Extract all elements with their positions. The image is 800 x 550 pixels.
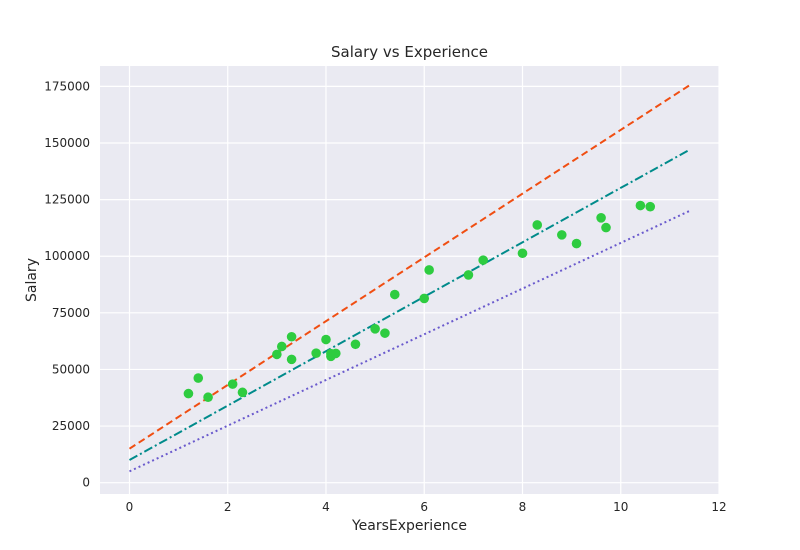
data-point bbox=[389, 289, 400, 300]
data-point bbox=[463, 270, 474, 280]
x-tick-label: 4 bbox=[322, 500, 330, 514]
data-point bbox=[350, 339, 361, 350]
data-point bbox=[183, 388, 194, 399]
data-point bbox=[237, 387, 248, 398]
data-point bbox=[645, 201, 656, 212]
x-axis-label: YearsExperience bbox=[351, 518, 467, 534]
x-tick-label: 10 bbox=[613, 500, 628, 514]
x-tick-labels: 0 2 4 6 8 10 12 bbox=[126, 500, 727, 514]
y-tick-label: 0 bbox=[82, 476, 90, 490]
data-point bbox=[272, 349, 282, 360]
data-point bbox=[517, 248, 528, 259]
y-tick-label: 100000 bbox=[44, 249, 90, 263]
data-point bbox=[380, 328, 390, 338]
plot-background bbox=[100, 66, 719, 494]
data-point bbox=[193, 373, 204, 383]
y-tick-label: 50000 bbox=[52, 362, 90, 376]
y-tick-label: 125000 bbox=[44, 193, 90, 207]
data-point bbox=[635, 200, 646, 211]
data-point bbox=[286, 354, 297, 365]
y-tick-label: 150000 bbox=[44, 136, 90, 150]
x-tick-label: 2 bbox=[224, 500, 232, 514]
x-tick-label: 8 bbox=[519, 500, 527, 514]
data-point bbox=[571, 238, 582, 249]
grid-lines bbox=[100, 66, 720, 494]
data-point bbox=[331, 348, 341, 359]
data-point bbox=[370, 324, 380, 334]
data-point bbox=[419, 293, 430, 304]
data-point bbox=[203, 392, 213, 403]
x-tick-label: 6 bbox=[420, 500, 428, 514]
data-point bbox=[601, 222, 611, 233]
data-point bbox=[424, 265, 434, 275]
data-point bbox=[286, 331, 297, 342]
y-tick-label: 75000 bbox=[52, 306, 90, 320]
data-point bbox=[311, 348, 321, 358]
data-point bbox=[478, 255, 488, 265]
fit-line bbox=[128, 148, 691, 461]
y-tick-labels: 0 25000 50000 75000 100000 125000 150000 175000 bbox=[44, 79, 90, 489]
data-points bbox=[183, 200, 656, 403]
y-tick-label: 25000 bbox=[52, 419, 90, 433]
data-point bbox=[227, 379, 238, 389]
data-point bbox=[532, 220, 543, 230]
x-tick-label: 0 bbox=[126, 500, 134, 514]
y-tick-label: 175000 bbox=[44, 79, 90, 93]
chart-title: Salary vs Experience bbox=[331, 43, 488, 61]
data-point bbox=[556, 230, 567, 240]
data-point bbox=[596, 212, 606, 223]
data-point bbox=[321, 334, 331, 345]
upper-line bbox=[128, 84, 691, 450]
x-tick-label: 12 bbox=[711, 500, 726, 514]
y-axis-label: Salary bbox=[24, 258, 40, 302]
data-point bbox=[276, 341, 287, 352]
reference-lines bbox=[128, 84, 691, 473]
